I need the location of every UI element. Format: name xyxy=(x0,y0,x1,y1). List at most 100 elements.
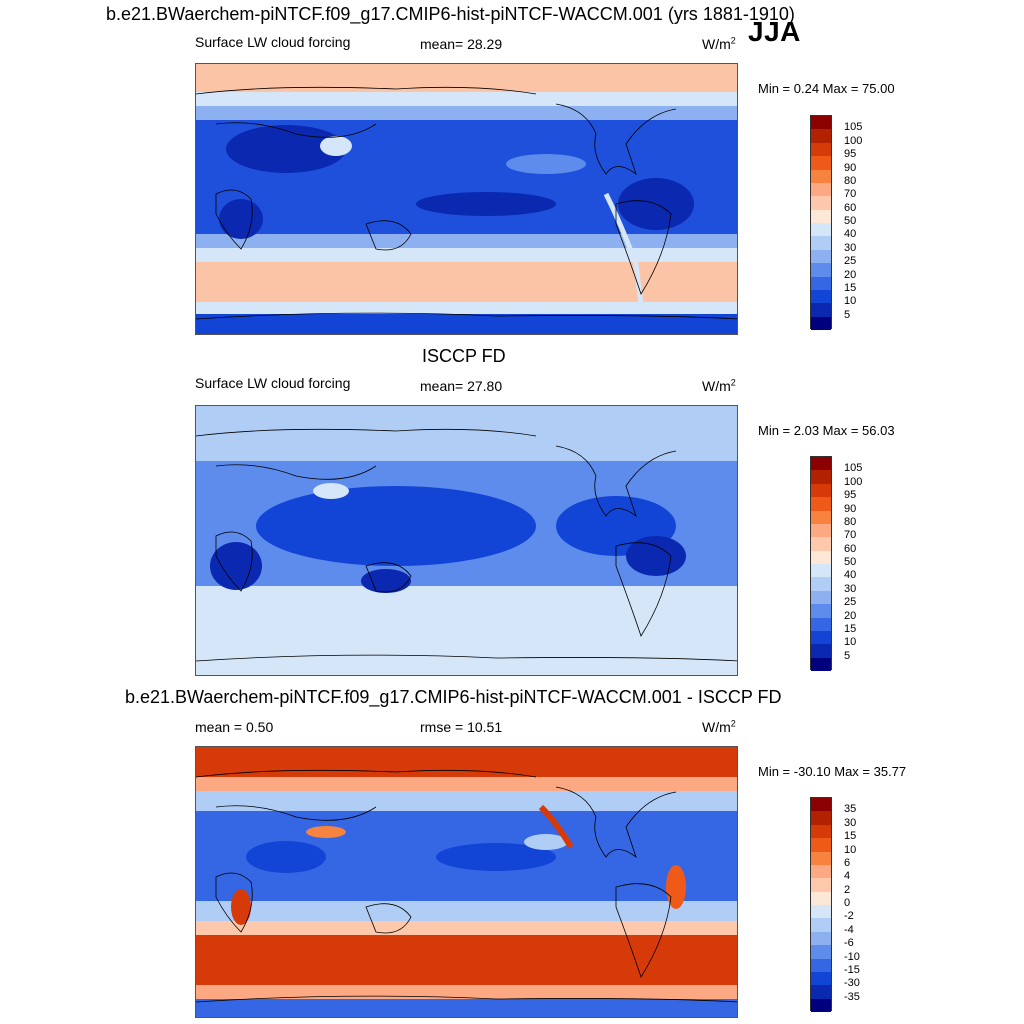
colorbar-label: 20 xyxy=(844,268,857,281)
colorbar-label: 30 xyxy=(844,241,857,254)
colorbar-label: 90 xyxy=(844,161,857,174)
panel3-map xyxy=(195,746,738,1018)
colorbar-swatch xyxy=(811,276,831,290)
panel2-minmax: Min = 2.03 Max = 56.03 xyxy=(758,423,895,438)
colorbar-label: 20 xyxy=(844,609,857,622)
colorbar-label: 100 xyxy=(844,134,863,147)
colorbar-label: -4 xyxy=(844,923,854,936)
colorbar-label: 95 xyxy=(844,489,857,502)
colorbar-swatch xyxy=(811,470,831,484)
colorbar-label: 4 xyxy=(844,870,851,883)
colorbar-label: -10 xyxy=(844,950,860,963)
colorbar-label: 10 xyxy=(844,636,857,649)
panel3-colorbar xyxy=(810,797,832,1012)
colorbar-swatch xyxy=(811,303,831,317)
panel3-units: W/m2 xyxy=(702,718,736,735)
colorbar-swatch xyxy=(811,129,831,143)
colorbar-label: 70 xyxy=(844,529,857,542)
panel1-units: W/m2 xyxy=(702,35,736,52)
colorbar-swatch xyxy=(811,156,831,170)
colorbar-label: -2 xyxy=(844,910,854,923)
panel3-title: b.e21.BWaerchem-piNTCF.f09_g17.CMIP6-his… xyxy=(125,687,782,707)
colorbar-label: 90 xyxy=(844,502,857,515)
colorbar-label: 50 xyxy=(844,215,857,227)
colorbar-label: 2 xyxy=(844,883,851,896)
colorbar-swatch xyxy=(811,931,831,946)
colorbar-swatch xyxy=(811,182,831,197)
colorbar-label: -35 xyxy=(844,990,860,1003)
colorbar-swatch xyxy=(811,209,831,223)
colorbar-label: 105 xyxy=(844,462,863,475)
colorbar-swatch xyxy=(811,223,831,237)
panel3-rmse-label: rmse = 10.51 xyxy=(420,719,503,735)
colorbar-swatch xyxy=(811,497,831,511)
colorbar-swatch xyxy=(811,263,831,277)
colorbar-label: 30 xyxy=(844,816,857,829)
colorbar-label: 6 xyxy=(844,856,851,869)
colorbar-label: 25 xyxy=(844,255,857,268)
colorbar-swatch xyxy=(811,945,831,959)
colorbar-swatch xyxy=(811,116,831,130)
colorbar-label: -6 xyxy=(844,937,854,950)
colorbar-swatch xyxy=(811,617,831,631)
colorbar-label: 15 xyxy=(844,622,857,635)
colorbar-label: -15 xyxy=(844,963,860,976)
colorbar-label: -30 xyxy=(844,977,860,990)
panel2-mean-label: mean= 27.80 xyxy=(420,378,503,394)
colorbar-swatch xyxy=(811,564,831,578)
colorbar-swatch xyxy=(811,590,831,605)
panel2-variable-label: Surface LW cloud forcing xyxy=(195,375,351,391)
colorbar-swatch xyxy=(811,457,831,471)
colorbar-label: 25 xyxy=(844,596,857,609)
colorbar-swatch xyxy=(811,878,831,892)
colorbar-swatch xyxy=(811,864,831,879)
colorbar-swatch xyxy=(811,483,831,498)
colorbar-swatch xyxy=(811,824,831,839)
panel2-colorbar xyxy=(810,456,832,671)
panel2-title: ISCCP FD xyxy=(422,346,506,366)
colorbar-swatch xyxy=(811,958,831,972)
colorbar-swatch xyxy=(811,811,831,825)
colorbar-label: 80 xyxy=(844,174,857,187)
panel3-minmax: Min = -30.10 Max = 35.77 xyxy=(758,764,907,779)
colorbar-label: 5 xyxy=(844,649,851,662)
panel1-variable-label: Surface LW cloud forcing xyxy=(195,34,351,50)
colorbar-label: 80 xyxy=(844,515,857,528)
colorbar-swatch xyxy=(811,630,831,645)
colorbar-label: 10 xyxy=(844,843,857,856)
colorbar-label: 95 xyxy=(844,148,857,161)
colorbar-swatch xyxy=(811,644,831,658)
panel1-title: b.e21.BWaerchem-piNTCF.f09_g17.CMIP6-his… xyxy=(106,4,795,24)
colorbar-swatch xyxy=(811,998,831,1012)
colorbar-label: 35 xyxy=(844,803,857,816)
colorbar-swatch xyxy=(811,142,831,157)
colorbar-swatch xyxy=(811,196,831,210)
colorbar-swatch xyxy=(811,798,831,812)
colorbar-swatch xyxy=(811,510,831,524)
colorbar-label: 70 xyxy=(844,188,857,201)
panel1-minmax: Min = 0.24 Max = 75.00 xyxy=(758,81,895,96)
colorbar-swatch xyxy=(811,971,831,986)
panel1-map xyxy=(195,63,738,335)
panel3-mean-label: mean = 0.50 xyxy=(195,719,274,735)
colorbar-label: 0 xyxy=(844,897,851,909)
colorbar-swatch xyxy=(811,537,831,551)
colorbar-swatch xyxy=(811,316,831,330)
colorbar-swatch xyxy=(811,550,831,564)
colorbar-swatch xyxy=(811,851,831,865)
colorbar-swatch xyxy=(811,236,831,250)
colorbar-label: 105 xyxy=(844,121,863,134)
colorbar-label: 5 xyxy=(844,308,851,321)
colorbar-swatch xyxy=(811,249,831,264)
panel1-colorbar xyxy=(810,115,832,330)
colorbar-swatch xyxy=(811,577,831,591)
colorbar-swatch xyxy=(811,985,831,999)
colorbar-label: 15 xyxy=(844,830,857,843)
panel2-map xyxy=(195,405,738,676)
colorbar-swatch xyxy=(811,838,831,852)
colorbar-label: 50 xyxy=(844,556,857,568)
colorbar-swatch xyxy=(811,604,831,618)
colorbar-swatch xyxy=(811,905,831,919)
panel1-mean-label: mean= 28.29 xyxy=(420,36,503,52)
season-label: JJA xyxy=(748,16,801,47)
